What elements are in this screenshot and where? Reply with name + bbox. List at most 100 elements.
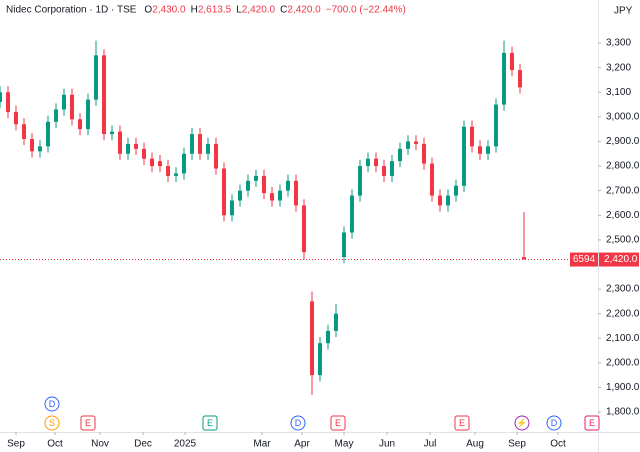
event-label: E — [589, 418, 595, 428]
candle-body — [438, 195, 442, 206]
candle-body — [470, 126, 474, 147]
candle-body — [94, 55, 98, 100]
candle-body — [198, 134, 202, 154]
candle-body — [62, 94, 66, 110]
candle-body — [6, 92, 10, 112]
event-marker: E — [454, 415, 470, 431]
candle-body — [38, 146, 42, 152]
candle-body — [446, 195, 450, 206]
event-badge — [454, 415, 470, 431]
y-axis-unit: JPY — [614, 6, 633, 17]
candle-body — [430, 163, 434, 196]
y-tick-label: 2,000.0 — [606, 358, 640, 369]
event-label: E — [459, 418, 465, 428]
candle-body — [406, 141, 410, 149]
ohlc-key: C — [280, 5, 287, 16]
x-tick-label: Jul — [424, 439, 437, 450]
candle-body — [318, 343, 322, 376]
candle-body — [30, 138, 34, 152]
candle-body — [454, 185, 458, 196]
event-badge — [202, 415, 218, 431]
candle-body — [486, 146, 490, 154]
x-tick-label: Oct — [47, 439, 63, 450]
candle-body — [230, 200, 234, 216]
event-marker: S — [44, 415, 60, 431]
candle-body — [342, 232, 346, 258]
ohlc-key: O — [144, 5, 152, 16]
event-marker: E — [584, 415, 600, 431]
event-label: S — [49, 418, 55, 428]
candle-body — [518, 70, 522, 88]
candle-body — [310, 301, 314, 376]
event-marker: D — [290, 415, 306, 431]
event-badge — [584, 415, 600, 431]
candle-body — [390, 161, 394, 176]
y-tick-label: 3,300 — [606, 38, 631, 49]
candle-body — [510, 52, 514, 71]
price-tag: 6594 2,420.0 — [570, 252, 639, 267]
candle-body — [522, 257, 526, 260]
x-tick-label: Dec — [134, 439, 152, 450]
x-tick-label: Sep — [7, 439, 25, 450]
event-badge — [514, 415, 530, 431]
candle-body — [350, 195, 354, 233]
y-tick-label: 1,800.0 — [606, 407, 640, 418]
event-label: E — [335, 418, 341, 428]
candle-body — [278, 190, 282, 201]
candle-body — [502, 52, 506, 105]
y-tick-label: 2,300.0 — [606, 284, 640, 295]
y-tick-label: 3,200 — [606, 62, 631, 73]
candle-body — [262, 175, 266, 194]
candle-body — [222, 168, 226, 216]
candle-body — [86, 99, 90, 130]
candle-body — [366, 158, 370, 167]
event-badge — [44, 396, 60, 412]
event-marker: E — [330, 415, 346, 431]
candle-body — [382, 166, 386, 176]
price-change: −700.0 (−22.44%) — [326, 5, 406, 16]
header: Nidec Corporation · 1D · TSE O 2,430.0 H 2,6… — [6, 5, 406, 16]
candle-body — [158, 161, 162, 167]
x-tick-label: Nov — [91, 439, 109, 450]
event-label: D — [295, 418, 302, 428]
candle-body — [374, 158, 378, 167]
last-price-tag-bg — [599, 252, 639, 267]
candle-body — [286, 180, 290, 191]
x-tick-label: Mar — [253, 439, 271, 450]
event-badge — [330, 415, 346, 431]
x-tick-label: May — [335, 439, 354, 450]
event-badge — [290, 415, 306, 431]
event-label: ⚡ — [516, 417, 527, 429]
candle-body — [22, 124, 26, 139]
event-badge — [546, 415, 562, 431]
x-tick-label: Oct — [550, 439, 566, 450]
event-badge — [44, 415, 60, 431]
candle-body — [238, 190, 242, 201]
ohlc-key: H — [191, 5, 198, 16]
y-tick-label: 2,100.0 — [606, 333, 640, 344]
candle-body — [182, 153, 186, 174]
chart-title: Nidec Corporation · 1D · TSE — [6, 5, 137, 16]
candle-body — [358, 166, 362, 196]
event-label: D — [551, 418, 558, 428]
y-tick-label: 2,700.0 — [606, 185, 640, 196]
candle-body — [174, 173, 178, 176]
candle-body — [134, 143, 138, 149]
candle-body — [54, 109, 58, 122]
candle-body — [14, 111, 18, 125]
event-marker: ⚡ — [514, 415, 530, 431]
event-label: E — [207, 418, 213, 428]
event-label: D — [49, 399, 56, 409]
y-tick-label: 2,200.0 — [606, 308, 640, 319]
candle-body — [302, 205, 306, 253]
event-badge — [80, 415, 96, 431]
x-tick-label: Aug — [466, 439, 484, 450]
ohlc-value: 2,430.0 — [152, 5, 186, 16]
candle-body — [254, 175, 258, 181]
candle-body — [0, 92, 2, 103]
y-tick-label: 2,500.0 — [606, 235, 640, 246]
ohlc-value: 2,420.0 — [242, 5, 276, 16]
y-tick-label: 1,900.0 — [606, 382, 640, 393]
candle-body — [70, 94, 74, 120]
candle-body — [398, 148, 402, 162]
